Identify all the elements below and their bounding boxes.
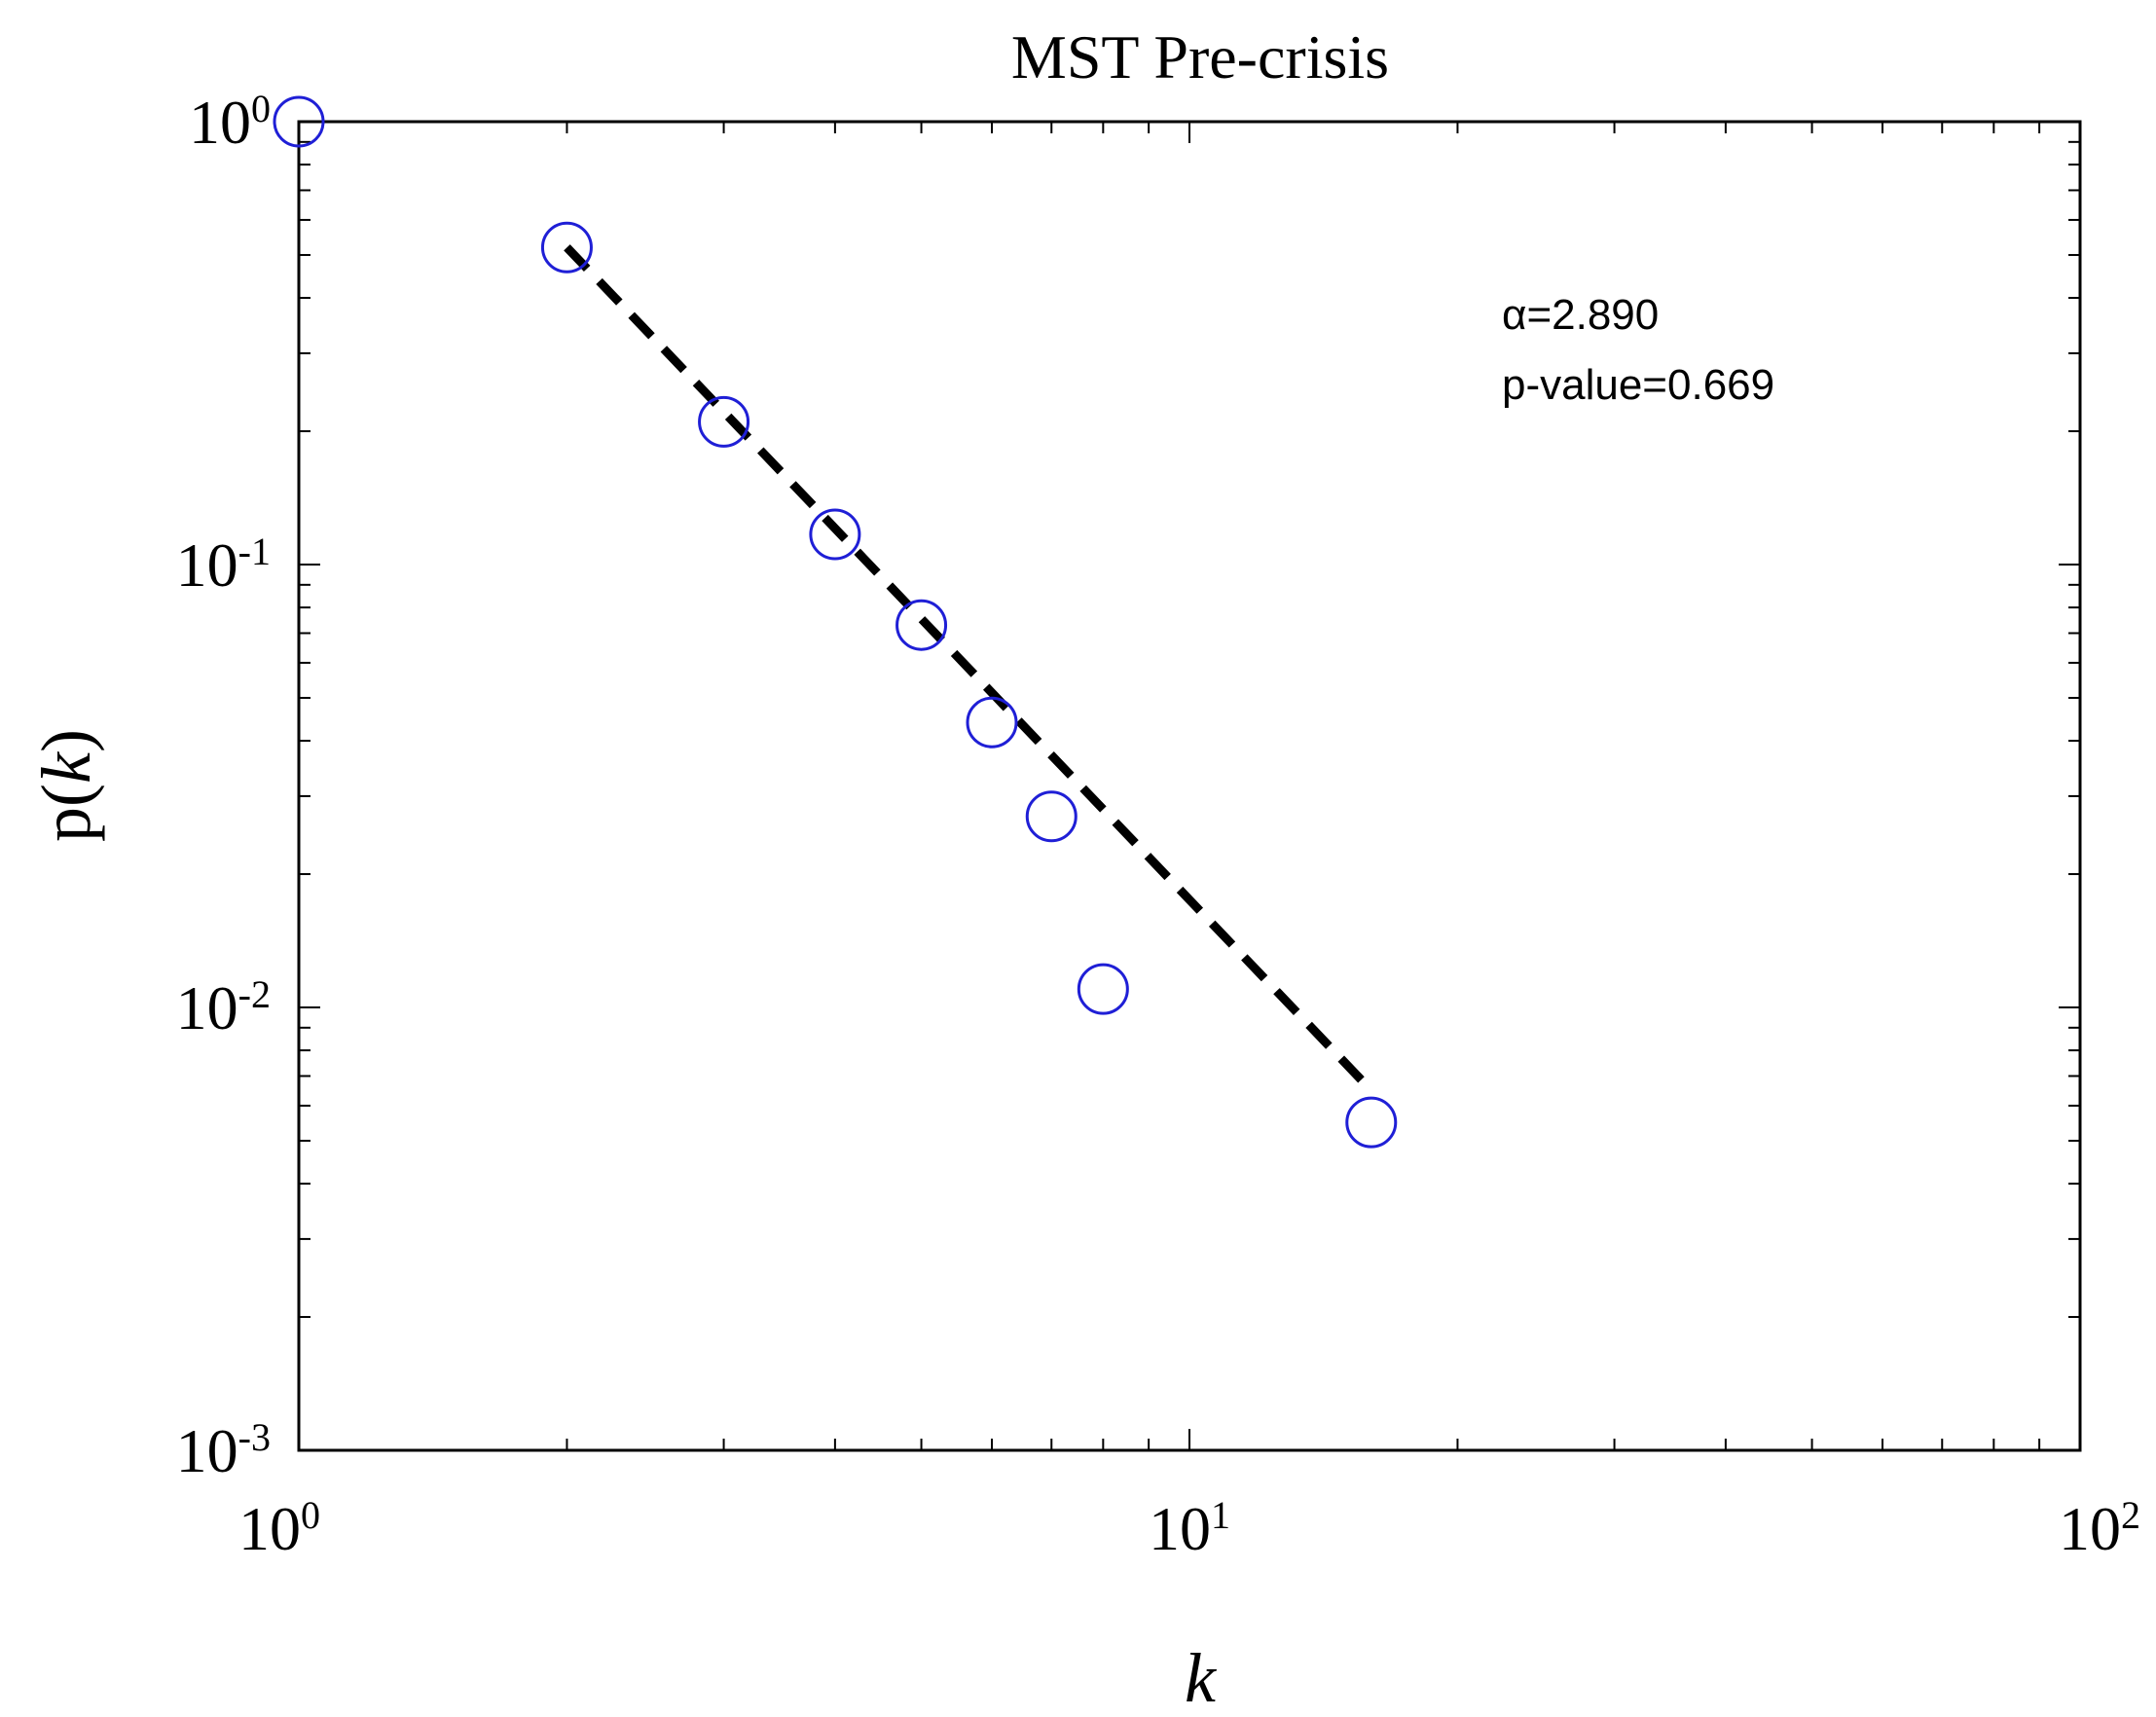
- y-tick-label-exponent: -3: [238, 1415, 271, 1459]
- data-point: [698, 395, 750, 448]
- x-tick-labels: 100 101 102: [238, 1493, 2140, 1564]
- x-axis-label: k: [1185, 1639, 1218, 1717]
- y-tick-label-base: 10: [189, 88, 251, 157]
- y-axis-label-suffix: ): [27, 729, 105, 752]
- x-tick-label-exponent: 2: [2121, 1493, 2140, 1537]
- y-tick-label-exponent: -1: [238, 530, 271, 573]
- data-point: [273, 95, 325, 148]
- y-tick-label-exponent: -2: [238, 972, 271, 1016]
- data-point: [895, 599, 948, 651]
- y-axis-label-variable: k: [27, 750, 105, 784]
- chart-title: MST Pre-crisis: [1011, 22, 1389, 91]
- fit-line-layer: [564, 244, 1375, 1094]
- data-point: [1025, 790, 1078, 843]
- plot-area-frame: [297, 120, 2082, 1452]
- y-tick-label-base: 10: [176, 973, 238, 1042]
- axis-ticks: [298, 121, 2081, 1451]
- y-tick-label: 10-3: [176, 1415, 271, 1486]
- x-tick-label-exponent: 1: [1211, 1493, 1230, 1537]
- x-tick-label: 102: [2059, 1493, 2140, 1564]
- y-tick-label-exponent: 0: [251, 87, 271, 130]
- data-points-layer: [273, 95, 1398, 1149]
- x-tick-label: 101: [1149, 1493, 1230, 1564]
- data-point: [540, 221, 593, 274]
- y-tick-label: 10-2: [176, 972, 271, 1043]
- x-tick-label-exponent: 0: [301, 1493, 320, 1537]
- data-point: [809, 508, 861, 561]
- x-tick-label: 100: [238, 1493, 320, 1564]
- annotation-p-value: p-value=0.669: [1502, 361, 1774, 409]
- data-point: [1077, 963, 1129, 1015]
- y-tick-label: 100: [189, 87, 271, 158]
- x-tick-label-base: 10: [2059, 1494, 2121, 1563]
- x-tick-label-base: 10: [1149, 1494, 1211, 1563]
- x-tick-label-base: 10: [238, 1494, 301, 1563]
- y-axis-label-prefix: p(: [27, 784, 105, 842]
- power-law-fit-line: [564, 244, 1375, 1094]
- y-axis-label: p(k): [27, 729, 105, 842]
- data-point: [1345, 1096, 1398, 1149]
- y-tick-label: 10-1: [176, 530, 271, 601]
- data-point: [966, 696, 1018, 749]
- annotation-alpha: α=2.890: [1502, 291, 1659, 339]
- y-tick-label-base: 10: [176, 530, 238, 600]
- y-tick-label-base: 10: [176, 1416, 238, 1485]
